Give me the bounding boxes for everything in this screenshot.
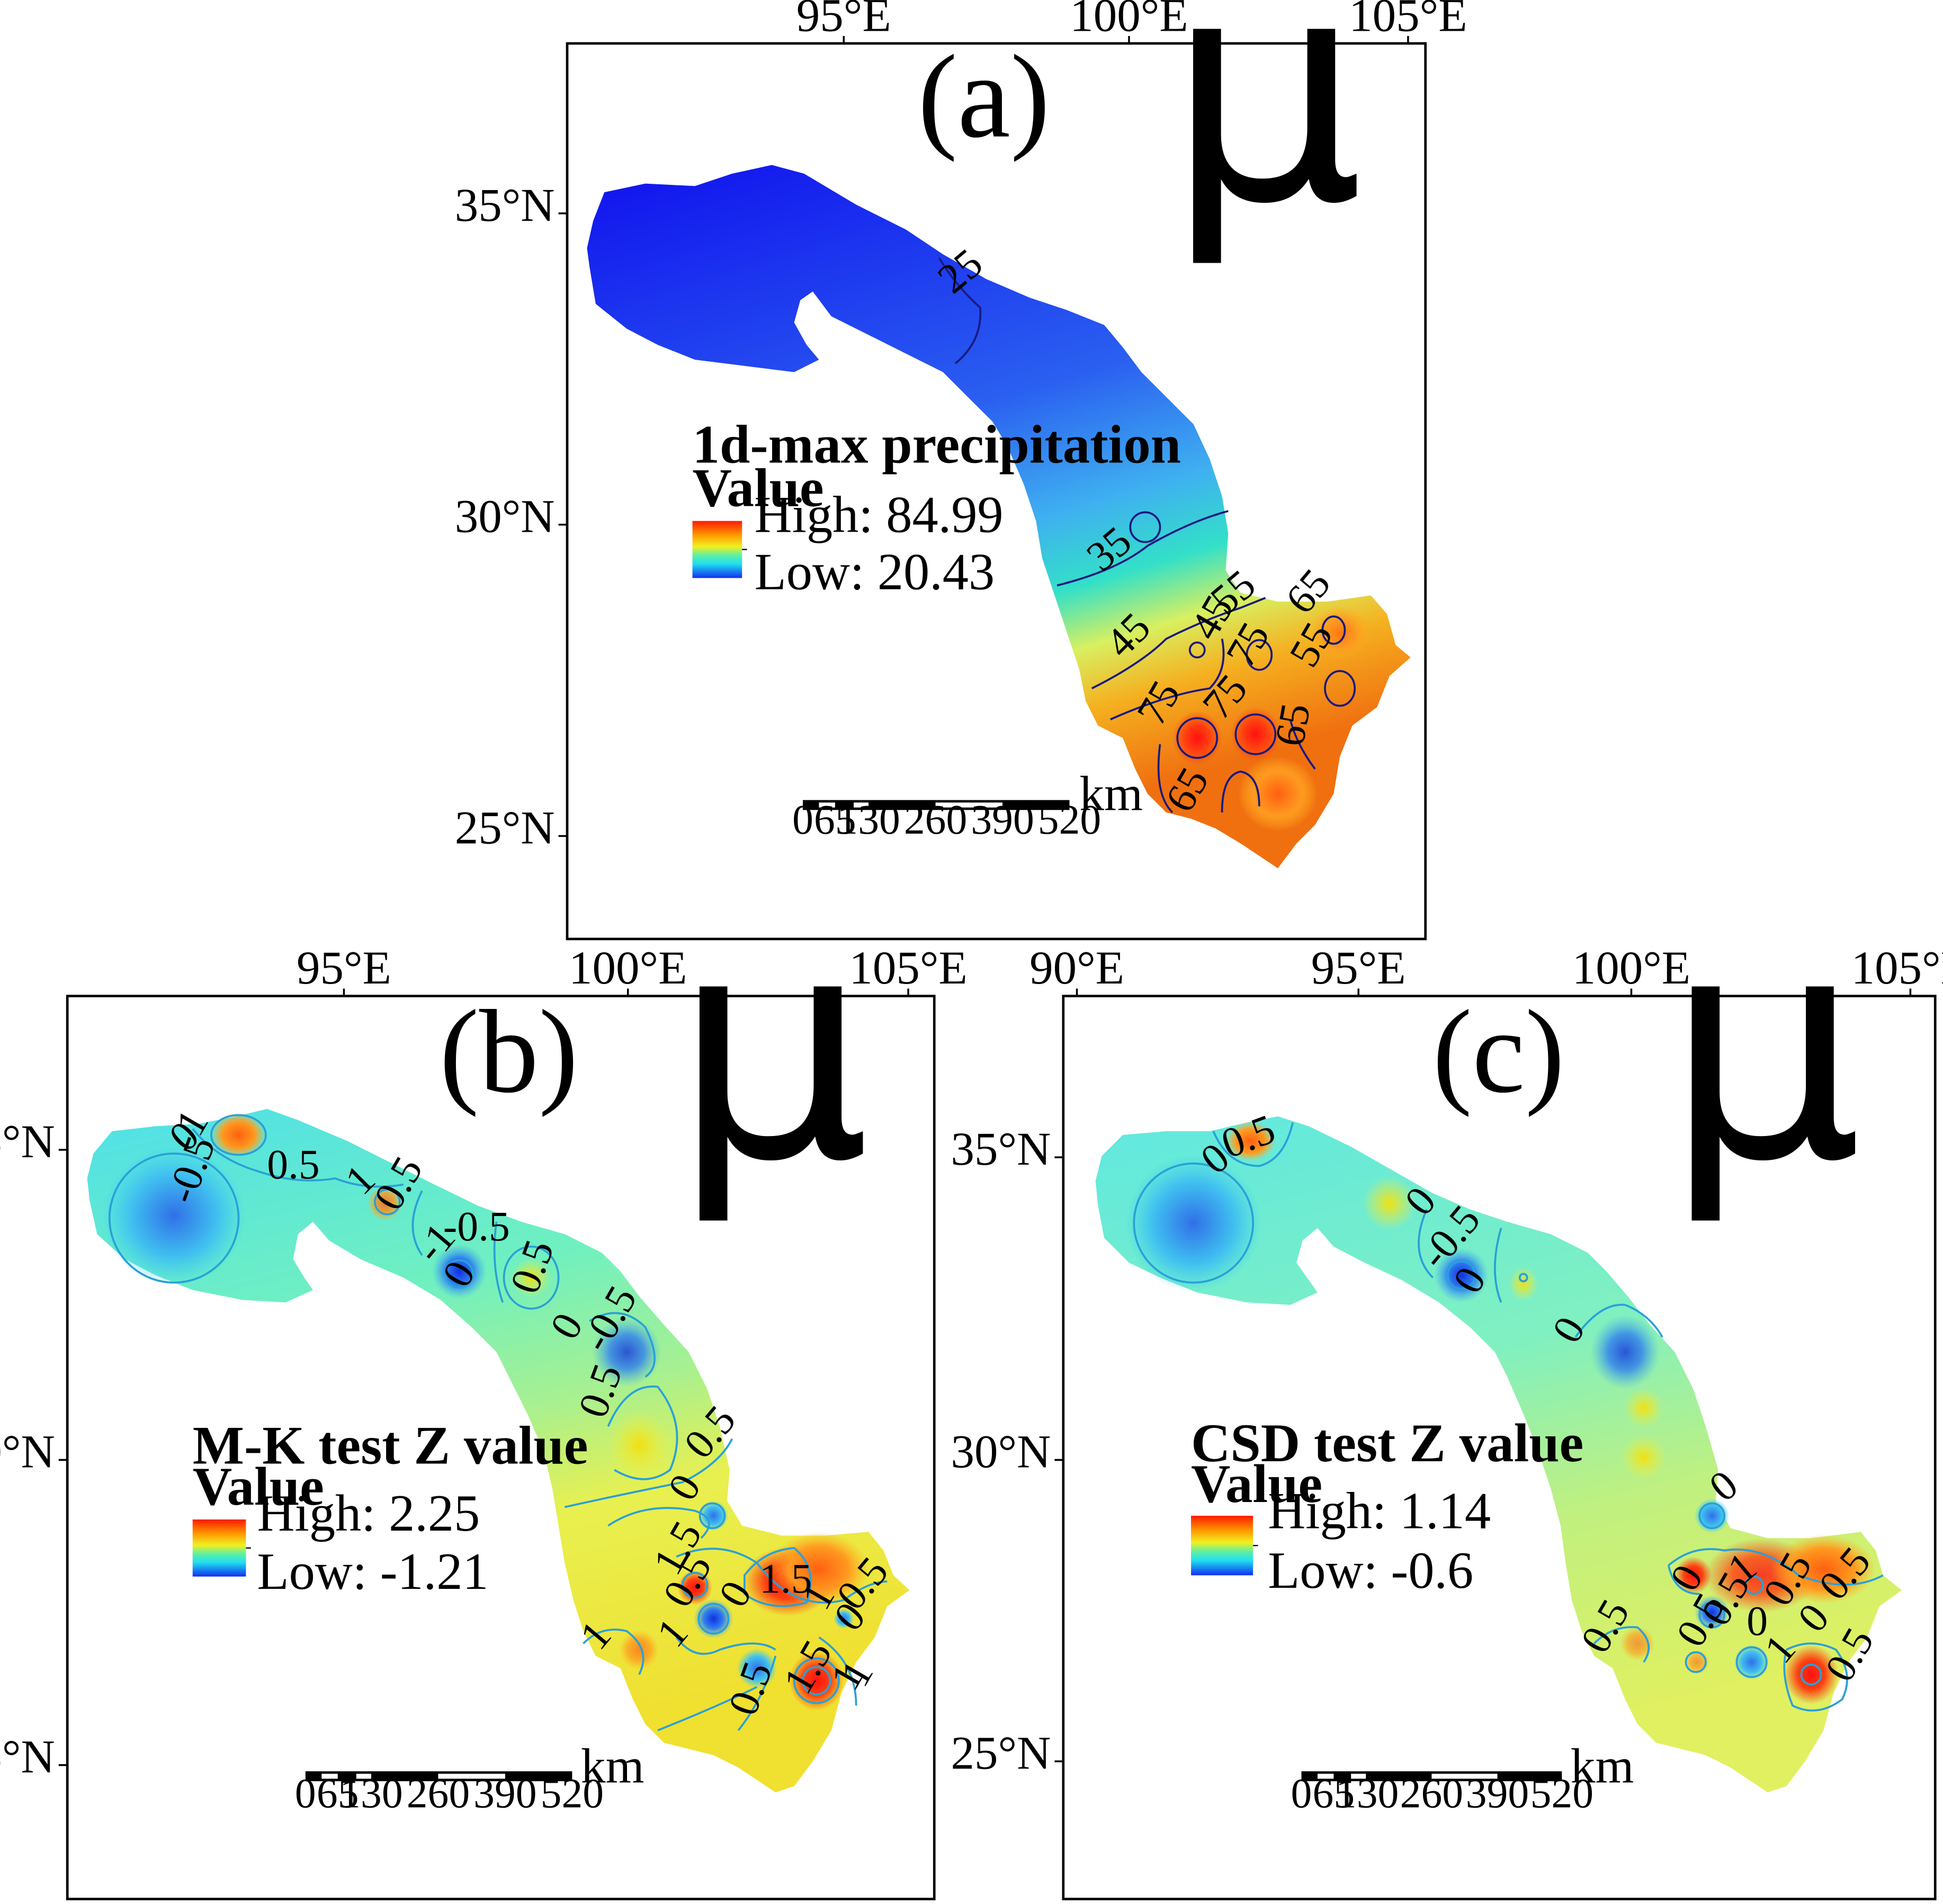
scale-tick-b-3: 260 <box>407 1770 470 1817</box>
lat-label-b-0: 35°N <box>0 1116 55 1168</box>
panel-a: 95°E 100°E 105°E 35°N 30°N 25°N <box>455 0 1467 941</box>
lon-label-a-1: 100°E <box>1070 0 1188 42</box>
north-arrow-icon: μ <box>1167 0 1364 272</box>
panel-b: 95°E 100°E 105°E 35°N 30°N 25°N <box>0 869 968 1900</box>
scale-bar-c: 0 65 130 260 390 520 km <box>1291 1739 1634 1817</box>
scale-tick-a-2: 130 <box>837 797 900 843</box>
lat-label-c-0: 35°N <box>951 1123 1051 1175</box>
panel-label-a: (a) <box>918 31 1050 163</box>
lon-label-b-2: 105°E <box>849 942 967 994</box>
lat-label-a-1: 30°N <box>455 491 555 543</box>
legend-subtitle-a: Value <box>693 458 824 519</box>
lon-label-a-0: 95°E <box>796 0 891 42</box>
scale-tick-c-3: 260 <box>1400 1770 1463 1817</box>
scale-tick-b-5: 520 <box>541 1770 604 1817</box>
basin-raster-c <box>1095 1116 1902 1793</box>
lat-label-b-2: 25°N <box>0 1731 55 1783</box>
legend-subtitle-c: Value <box>1191 1454 1322 1514</box>
legend-c: CSD test Z value Value High: 1.14 Low: -… <box>1191 1413 1583 1599</box>
legend-title-c: CSD test Z value <box>1191 1413 1583 1473</box>
contour-label-b-3: 0.5 <box>267 1141 320 1188</box>
lon-label-b-1: 100°E <box>569 942 687 994</box>
lat-label-b-1: 30°N <box>0 1426 55 1478</box>
scale-unit-c: km <box>1571 1739 1634 1793</box>
panel-label-c: (c) <box>1432 986 1565 1118</box>
scale-tick-c-5: 520 <box>1530 1770 1593 1817</box>
scale-tick-a-3: 260 <box>904 797 967 843</box>
contour-label-b-16: 1.5 <box>759 1556 812 1602</box>
scale-tick-c-0: 0 <box>1291 1770 1312 1817</box>
legend-low-a: Low: 20.43 <box>755 543 995 601</box>
lat-label-c-1: 30°N <box>951 1426 1051 1478</box>
scale-bar-b: 0 65 130 260 390 520 km <box>295 1739 644 1817</box>
legend-title-a: 1d-max precipitation <box>693 415 1181 475</box>
scale-tick-c-1: 65 <box>1313 1770 1355 1817</box>
scale-unit-b: km <box>581 1739 644 1793</box>
legend-high-b: High: 2.25 <box>257 1485 480 1542</box>
legend-a: 1d-max precipitation Value High: 84.99 L… <box>692 415 1181 601</box>
legend-subtitle-b: Value <box>193 1456 324 1517</box>
scale-tick-b-2: 130 <box>339 1770 402 1817</box>
contour-label-a-7: 65 <box>1266 700 1319 750</box>
legend-title-b: M-K test Z value <box>193 1416 588 1476</box>
legend-high-c: High: 1.14 <box>1268 1482 1491 1540</box>
scale-tick-b-4: 390 <box>473 1770 536 1817</box>
scale-tick-a-1: 65 <box>814 797 856 843</box>
lon-label-a-2: 105°E <box>1349 0 1467 42</box>
basin-raster-a <box>587 165 1411 869</box>
lat-label-a-0: 35°N <box>455 180 555 231</box>
panel-label-b: (b) <box>440 986 578 1118</box>
contours-b <box>108 1114 888 1731</box>
lon-label-c-2: 100°E <box>1572 942 1690 994</box>
legend-b: M-K test Z value Value High: 2.25 Low: -… <box>192 1416 588 1601</box>
ticks-b <box>58 988 909 1766</box>
lon-label-c-3: 105°E <box>1851 942 1943 994</box>
lat-label-a-2: 25°N <box>455 802 555 854</box>
scale-tick-b-0: 0 <box>295 1770 316 1817</box>
north-arrow-icon: μ <box>1666 869 1863 1230</box>
lon-ticks-a <box>558 35 1409 837</box>
scale-tick-c-4: 390 <box>1466 1770 1529 1817</box>
lon-label-b-0: 95°E <box>297 942 391 994</box>
legend-ramp-b <box>192 1519 246 1577</box>
contours-c <box>1133 1122 1884 1712</box>
lon-label-c-0: 90°E <box>1029 942 1124 994</box>
legend-high-a: High: 84.99 <box>755 486 1004 544</box>
scale-unit-a: km <box>1079 766 1143 821</box>
lon-label-c-1: 95°E <box>1311 942 1406 994</box>
scale-tick-a-5: 520 <box>1038 797 1101 843</box>
ticks-c <box>1054 988 1912 1763</box>
basin-raster-b <box>87 1109 910 1793</box>
north-arrow-icon: μ <box>673 869 871 1230</box>
scale-tick-a-4: 390 <box>971 797 1034 843</box>
lat-label-c-2: 25°N <box>951 1728 1051 1780</box>
scale-bar-a: 0 65 130 260 390 520 km <box>792 766 1143 843</box>
scale-tick-b-1: 65 <box>317 1770 359 1817</box>
scale-tick-a-0: 0 <box>792 797 813 843</box>
legend-ramp-a <box>692 521 742 578</box>
legend-low-c: Low: -0.6 <box>1268 1542 1473 1599</box>
legend-ramp-c <box>1191 1515 1253 1576</box>
scale-tick-c-2: 130 <box>1336 1770 1399 1817</box>
panel-c: 90°E 95°E 100°E 105°E 35°N 30°N 25°N <box>951 869 1943 1900</box>
contour-label-c-12: 0 <box>1747 1598 1768 1644</box>
legend-low-b: Low: -1.21 <box>257 1543 488 1601</box>
contour-label-b-6: -0.5 <box>443 1203 510 1250</box>
contours-a <box>938 257 1356 814</box>
